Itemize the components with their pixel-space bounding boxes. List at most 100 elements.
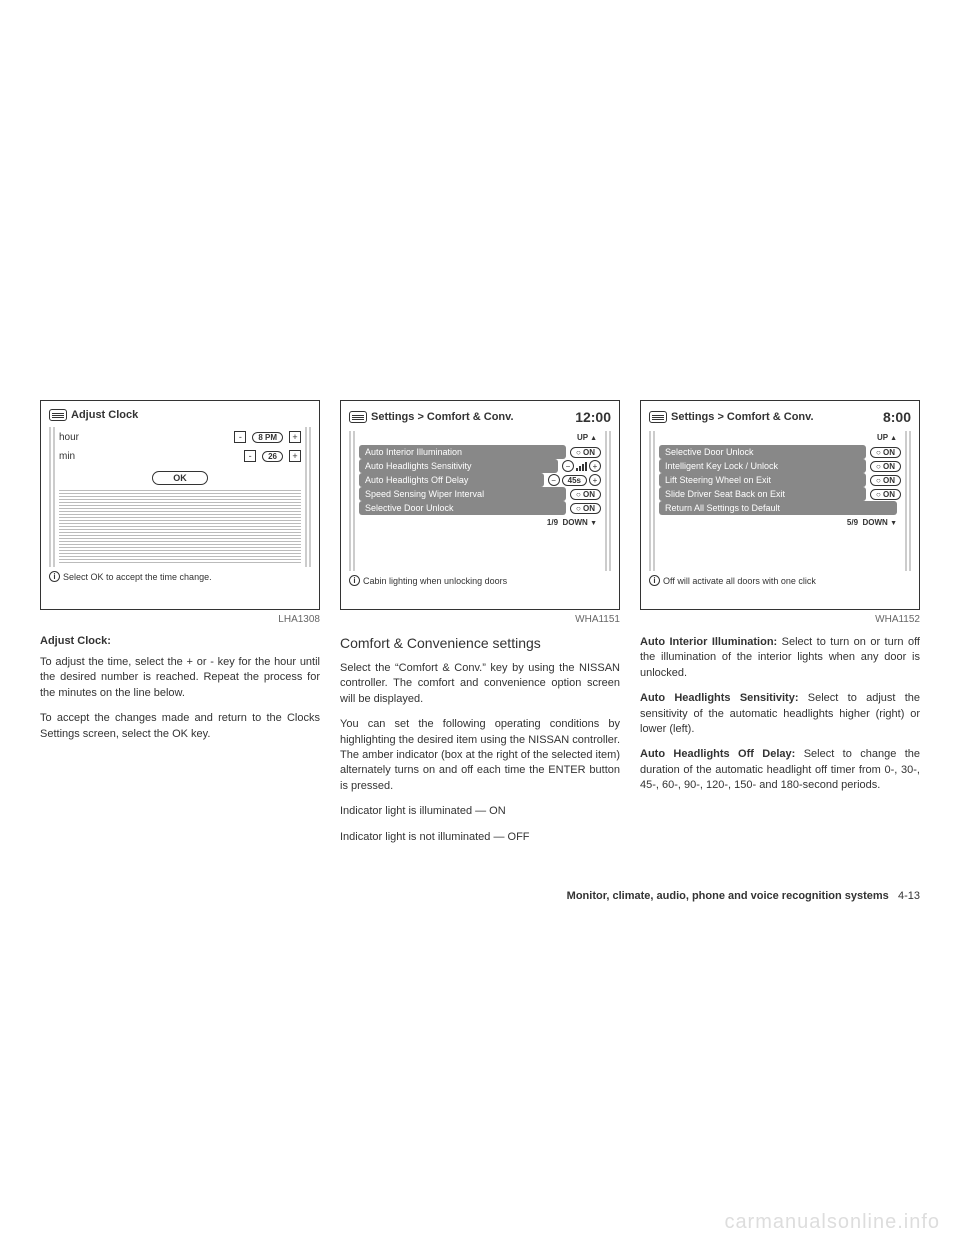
- menu-label: Auto Headlights Sensitivity: [359, 459, 558, 473]
- minus-icon[interactable]: −: [562, 460, 574, 472]
- down-indicator: 1/9 DOWN ▼: [359, 518, 601, 527]
- menu-label: Auto Headlights Off Delay: [359, 473, 544, 487]
- menu-row[interactable]: Auto Interior Illumination ○ ON: [359, 445, 601, 459]
- menu-row[interactable]: Auto Headlights Sensitivity−+: [359, 459, 601, 473]
- menu-icon: [649, 411, 667, 423]
- down-indicator: 5/9 DOWN ▼: [659, 518, 901, 527]
- screen-header: Settings > Comfort & Conv. 8:00: [649, 409, 911, 425]
- screen-footer: i Cabin lighting when unlocking doors: [349, 575, 611, 586]
- plus-icon[interactable]: +: [589, 460, 601, 472]
- page-number: 4-13: [898, 890, 920, 902]
- menu-label: Selective Door Unlock: [359, 501, 566, 515]
- heading-adjust-clock: Adjust Clock:: [40, 635, 320, 647]
- hour-value: 8 PM: [252, 432, 283, 443]
- min-value: 26: [262, 451, 283, 462]
- three-column-layout: Adjust Clock hour - 8 PM + min: [40, 400, 920, 855]
- minus-icon[interactable]: −: [548, 474, 560, 486]
- stepper-value: 45s: [562, 475, 587, 486]
- menu-row[interactable]: Auto Headlights Off Delay−45s+: [359, 473, 601, 487]
- menu-row[interactable]: Slide Driver Seat Back on Exit ○ ON: [659, 487, 901, 501]
- on-pill[interactable]: ○ ON: [870, 447, 901, 458]
- figure-comfort-1: Settings > Comfort & Conv. 12:00 UP Auto…: [340, 400, 620, 610]
- on-pill[interactable]: ○ ON: [570, 447, 601, 458]
- paragraph: Indicator light is not illuminated — OFF: [340, 830, 620, 845]
- heading-comfort: Comfort & Convenience settings: [340, 635, 620, 651]
- page-indicator: 5/9: [847, 518, 858, 527]
- menu-control: −+: [562, 460, 601, 472]
- menu-row[interactable]: Intelligent Key Lock / Unlock ○ ON: [659, 459, 901, 473]
- paragraph: Auto Interior Illumination: Select to tu…: [640, 635, 920, 681]
- minus-button[interactable]: -: [234, 431, 246, 443]
- plus-button[interactable]: +: [289, 450, 301, 462]
- paragraph: To accept the changes made and return to…: [40, 711, 320, 742]
- screen-body: hour - 8 PM + min - 26 +: [49, 427, 311, 567]
- figure-caption: LHA1308: [40, 614, 320, 625]
- info-icon: i: [49, 571, 60, 582]
- screen-body: UP Selective Door Unlock○ ONIntelligent …: [649, 431, 911, 571]
- menu-row[interactable]: Speed Sensing Wiper Interval ○ ON: [359, 487, 601, 501]
- screen-footer: i Off will activate all doors with one c…: [649, 575, 911, 586]
- menu-label: Intelligent Key Lock / Unlock: [659, 459, 866, 473]
- plus-button[interactable]: +: [289, 431, 301, 443]
- menu-control: ○ ON: [870, 447, 901, 458]
- menu-control: ○ ON: [870, 475, 901, 486]
- menu-label: Return All Settings to Default: [659, 501, 897, 515]
- menu-control: ○ ON: [870, 489, 901, 500]
- min-label: min: [59, 451, 99, 462]
- screen-title: Settings > Comfort & Conv.: [371, 411, 514, 423]
- chapter-title: Monitor, climate, audio, phone and voice…: [567, 890, 889, 902]
- column-3: Settings > Comfort & Conv. 8:00 UP Selec…: [640, 400, 920, 855]
- paragraph: Auto Headlights Off Delay: Select to cha…: [640, 747, 920, 793]
- footer-text: Select OK to accept the time change.: [63, 572, 212, 582]
- page-indicator: 1/9: [547, 518, 558, 527]
- minus-button[interactable]: -: [244, 450, 256, 462]
- menu-row[interactable]: Selective Door Unlock ○ ON: [359, 501, 601, 515]
- screen-header: Adjust Clock: [49, 409, 311, 421]
- menu-row[interactable]: Lift Steering Wheel on Exit ○ ON: [659, 473, 901, 487]
- menu-control: ○ ON: [570, 503, 601, 514]
- watermark: carmanualsonline.info: [724, 1211, 940, 1234]
- figure-caption: WHA1152: [640, 614, 920, 625]
- paragraph: Auto Headlights Sensitivity: Select to a…: [640, 691, 920, 737]
- paragraph: To adjust the time, select the + or - ke…: [40, 655, 320, 701]
- figure-adjust-clock: Adjust Clock hour - 8 PM + min: [40, 400, 320, 610]
- hour-row: hour - 8 PM +: [59, 429, 301, 445]
- menu-control: ○ ON: [570, 489, 601, 500]
- on-pill[interactable]: ○ ON: [870, 489, 901, 500]
- screen-title: Adjust Clock: [71, 409, 138, 421]
- on-pill[interactable]: ○ ON: [570, 503, 601, 514]
- info-icon: i: [349, 575, 360, 586]
- figure-comfort-2: Settings > Comfort & Conv. 8:00 UP Selec…: [640, 400, 920, 610]
- footer-text: Cabin lighting when unlocking doors: [363, 576, 507, 586]
- menu-label: Lift Steering Wheel on Exit: [659, 473, 866, 487]
- menu-row[interactable]: Return All Settings to Default: [659, 501, 901, 515]
- page-footer: Monitor, climate, audio, phone and voice…: [567, 890, 920, 902]
- term: Auto Headlights Sensitivity:: [640, 692, 799, 704]
- menu-label: Slide Driver Seat Back on Exit: [659, 487, 866, 501]
- page-content: Adjust Clock hour - 8 PM + min: [40, 400, 920, 855]
- screen-title: Settings > Comfort & Conv.: [671, 411, 814, 423]
- on-pill[interactable]: ○ ON: [870, 475, 901, 486]
- clock-display: 12:00: [575, 409, 611, 425]
- info-icon: i: [649, 575, 660, 586]
- clock-display: 8:00: [883, 409, 911, 425]
- on-pill[interactable]: ○ ON: [870, 461, 901, 472]
- menu-label: Auto Interior Illumination: [359, 445, 566, 459]
- footer-text: Off will activate all doors with one cli…: [663, 576, 816, 586]
- paragraph: You can set the following operating cond…: [340, 717, 620, 794]
- column-2: Settings > Comfort & Conv. 12:00 UP Auto…: [340, 400, 620, 855]
- ok-button[interactable]: OK: [152, 471, 208, 485]
- menu-row[interactable]: Selective Door Unlock○ ON: [659, 445, 901, 459]
- menu-control: ○ ON: [570, 447, 601, 458]
- plus-icon[interactable]: +: [589, 474, 601, 486]
- figure-caption: WHA1151: [340, 614, 620, 625]
- ok-row: OK: [59, 471, 301, 485]
- screen-footer: i Select OK to accept the time change.: [49, 571, 311, 582]
- menu-label: Speed Sensing Wiper Interval: [359, 487, 566, 501]
- paragraph: Select the “Comfort & Conv.” key by usin…: [340, 661, 620, 707]
- on-pill[interactable]: ○ ON: [570, 489, 601, 500]
- term: Auto Headlights Off Delay:: [640, 748, 795, 760]
- screen-header: Settings > Comfort & Conv. 12:00: [349, 409, 611, 425]
- paragraph: Indicator light is illuminated — ON: [340, 804, 620, 819]
- menu-icon: [349, 411, 367, 423]
